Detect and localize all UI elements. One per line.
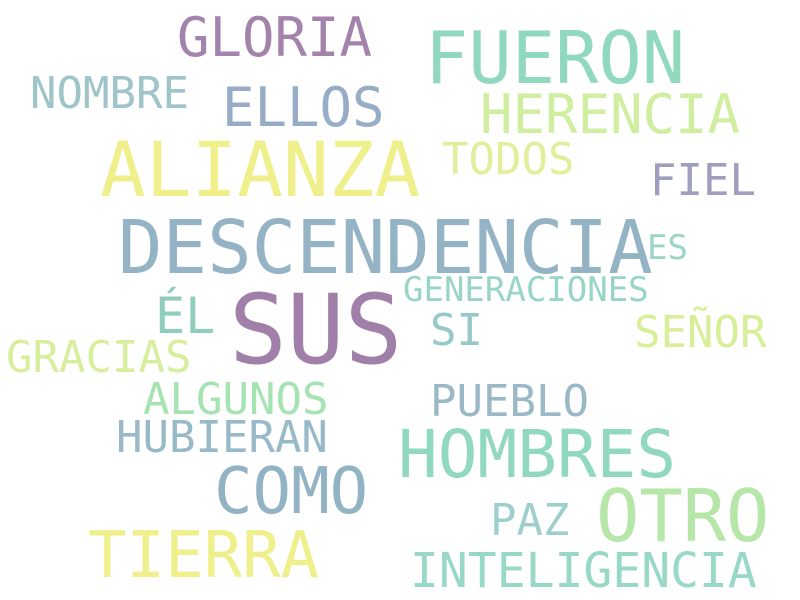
word-pueblo: PUEBLO	[430, 376, 589, 427]
word-hombres: HOMBRES	[398, 416, 677, 493]
word-como: COMO	[214, 455, 369, 529]
word-herencia: HERENCIA	[480, 83, 741, 146]
word-todos: TODOS	[442, 134, 575, 185]
word-si: SI	[430, 305, 483, 356]
word-sus: SUS	[229, 274, 403, 386]
word-fiel: FIEL	[650, 155, 756, 206]
word-senor: SEÑOR	[634, 307, 767, 358]
word-otro: OTRO	[596, 474, 770, 558]
word-el: ÉL	[155, 287, 216, 345]
word-ellos: ELLOS	[222, 76, 385, 139]
word-fueron: FUERON	[425, 16, 686, 100]
word-gloria: GLORIA	[177, 6, 373, 69]
word-algunos: ALGUNOS	[143, 374, 329, 425]
word-es: ES	[647, 228, 688, 268]
word-alianza: ALIANZA	[100, 125, 421, 214]
word-paz: PAZ	[490, 495, 570, 546]
word-inteligencia: INTELIGENCIA	[410, 543, 757, 599]
word-hubieran: HUBIERAN	[116, 412, 328, 463]
word-nombre: NOMBRE	[30, 68, 189, 119]
word-tierra: TIERRA	[88, 519, 320, 593]
word-gracias: GRACIAS	[6, 332, 192, 383]
word-generaciones: GENERACIONES	[403, 270, 649, 310]
word-descendencia: DESCENDENCIA	[118, 205, 653, 291]
